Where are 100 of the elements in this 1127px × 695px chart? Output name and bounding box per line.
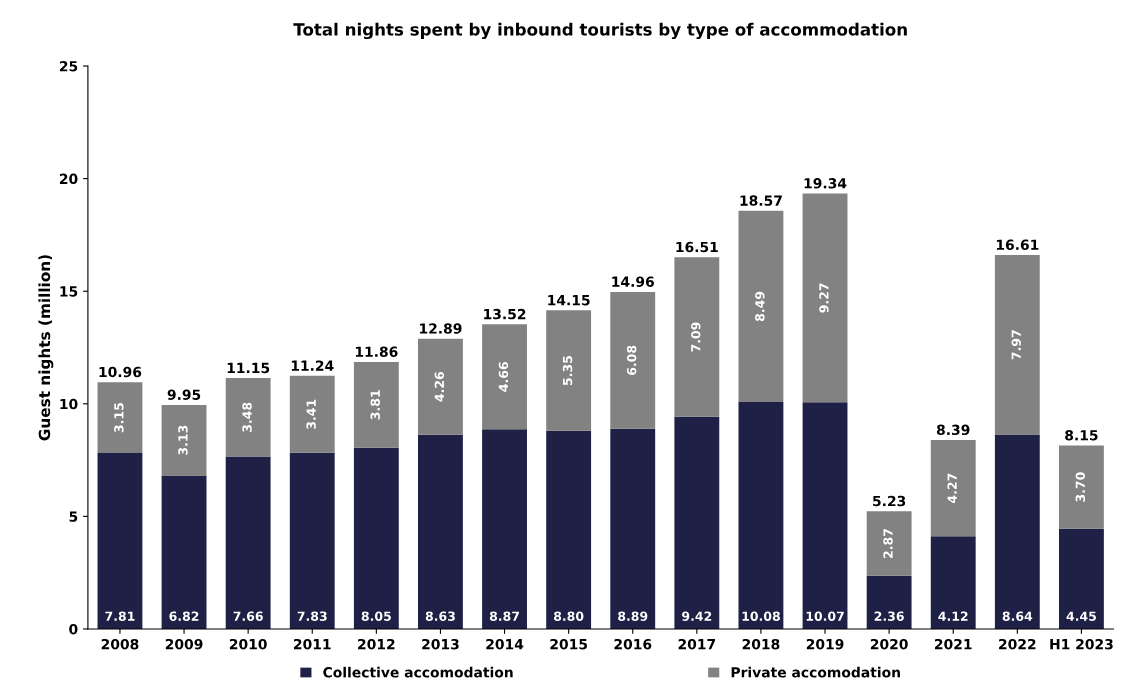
total-label: 14.15 — [548, 295, 590, 306]
data-label: 2.36 — [874, 611, 904, 621]
data-label: 3.15 — [114, 403, 124, 433]
y-tick-label: 0 — [69, 623, 78, 635]
data-label: 4.66 — [498, 362, 509, 392]
bar — [930, 536, 976, 629]
x-tick-label: 2014 — [486, 638, 524, 650]
total-label: 8.15 — [1065, 430, 1098, 441]
data-label: 7.81 — [105, 611, 135, 621]
data-label: 10.08 — [742, 611, 780, 621]
total-label: 10.96 — [99, 366, 142, 378]
bar — [930, 440, 976, 537]
data-label: 9.27 — [819, 283, 829, 313]
data-label: 4.45 — [1066, 611, 1096, 621]
bar — [674, 257, 720, 417]
bar — [418, 338, 463, 435]
data-label: 6.82 — [169, 611, 199, 621]
data-label: 3.13 — [178, 425, 188, 455]
legend-label: Collective accomodation — [323, 666, 513, 678]
bar — [546, 430, 592, 629]
data-label: 8.87 — [489, 611, 519, 621]
total-label: 13.52 — [484, 308, 526, 320]
bar — [738, 210, 784, 402]
x-tick-label: 2009 — [165, 638, 203, 650]
data-label: 8.63 — [425, 611, 455, 621]
data-label: 8.89 — [618, 611, 648, 621]
data-label: 8.80 — [553, 611, 584, 621]
bar — [738, 401, 784, 629]
x-tick-label: 2017 — [678, 638, 716, 650]
data-label: 9.42 — [682, 611, 712, 621]
total-label: 11.86 — [355, 346, 398, 357]
data-label: 4.27 — [947, 473, 957, 503]
y-tick-label: 5 — [69, 511, 78, 522]
bar — [97, 382, 143, 454]
data-label: 8.64 — [1002, 611, 1033, 621]
bar — [610, 291, 656, 429]
bar — [866, 575, 912, 629]
total-label: 14.96 — [612, 276, 654, 287]
data-label: 3.41 — [306, 399, 316, 429]
data-label: 7.09 — [691, 322, 701, 352]
total-label: 5.23 — [873, 495, 906, 507]
total-label: 11.24 — [291, 360, 334, 371]
data-label: 7.66 — [233, 611, 263, 621]
data-label: 7.83 — [297, 611, 327, 621]
x-tick-label: 2018 — [742, 638, 780, 650]
x-tick-label: 2010 — [229, 638, 267, 650]
bar — [1058, 528, 1104, 629]
data-label: 3.48 — [242, 402, 252, 432]
total-label: 18.57 — [740, 195, 782, 206]
bar — [482, 429, 527, 629]
bar — [482, 324, 527, 430]
data-label: 5.35 — [562, 356, 573, 386]
bar — [161, 404, 207, 476]
total-label: 11.15 — [227, 362, 270, 374]
bar — [418, 434, 463, 629]
total-label: 16.61 — [996, 239, 1039, 251]
x-tick-label: 2015 — [550, 638, 587, 650]
bar — [289, 375, 335, 453]
total-label: 19.34 — [804, 178, 847, 189]
bar — [802, 402, 848, 629]
x-tick-label: 2012 — [358, 638, 395, 650]
total-label: 12.89 — [420, 323, 462, 334]
bar — [674, 416, 720, 629]
bar — [1058, 445, 1104, 529]
data-label: 10.07 — [806, 611, 844, 621]
bar — [866, 511, 912, 576]
x-tick-label: 2021 — [935, 638, 972, 650]
chart-title: Total nights spent by inbound tourists by type of accommodation — [293, 22, 907, 40]
bar — [546, 310, 592, 431]
x-tick-label: H1 2023 — [1050, 638, 1113, 650]
data-label: 4.12 — [938, 611, 968, 621]
bar — [289, 452, 335, 629]
x-tick-label: 2022 — [999, 638, 1036, 650]
bar — [802, 193, 848, 403]
data-label: 3.70 — [1075, 472, 1086, 502]
bar — [610, 428, 656, 629]
y-tick-label: 25 — [59, 60, 78, 72]
x-tick-label: 2016 — [614, 638, 652, 650]
bar — [225, 456, 271, 629]
data-label: 8.49 — [755, 291, 765, 322]
y-tick-label: 20 — [59, 173, 78, 185]
bar — [161, 475, 207, 629]
bar — [994, 434, 1040, 629]
bar — [353, 361, 399, 448]
data-label: 6.08 — [626, 345, 637, 375]
bar — [994, 254, 1040, 435]
x-tick-label: 2008 — [101, 638, 139, 650]
x-tick-label: 2020 — [870, 638, 908, 650]
y-tick-label: 10 — [60, 398, 78, 410]
total-label: 9.95 — [167, 389, 201, 400]
total-label: 8.39 — [936, 424, 970, 436]
total-label: 16.51 — [676, 241, 718, 253]
legend-label: Private accomodation — [731, 666, 900, 678]
data-label: 2.87 — [883, 529, 893, 558]
y-tick-label: 15 — [60, 286, 78, 297]
x-tick-label: 2011 — [294, 638, 331, 650]
data-label: 4.26 — [434, 371, 445, 402]
data-label: 8.05 — [361, 611, 391, 621]
y-axis-title: Guest nights (million) — [38, 255, 54, 441]
x-tick-label: 2013 — [422, 638, 459, 650]
